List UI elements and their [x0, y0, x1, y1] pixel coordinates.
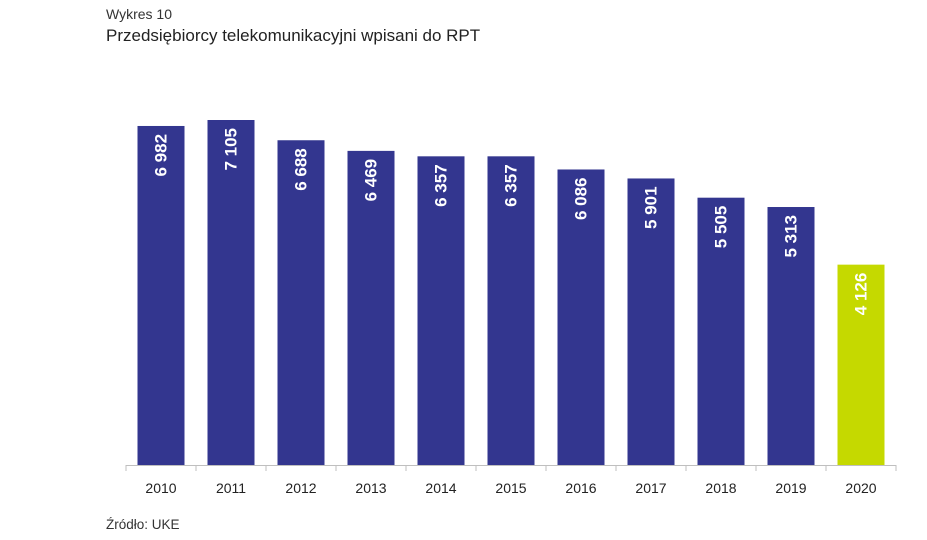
bars-group — [137, 120, 885, 466]
x-axis-labels: 2010 2011 2012 2013 2014 2015 2016 2017 2018 2019… — [145, 480, 876, 496]
x-tick-label-2019: 2019 — [775, 480, 806, 496]
bar-2014 — [417, 156, 465, 465]
x-tick-label-2015: 2015 — [495, 480, 526, 496]
chart-number: Wykres 10 — [106, 6, 173, 22]
bar-value-label-2020: 4 126 — [852, 273, 871, 316]
x-tick-label-2018: 2018 — [705, 480, 736, 496]
x-tick-label-2014: 2014 — [425, 480, 456, 496]
bar-value-label-2018: 5 505 — [712, 206, 731, 249]
bar-value-label-2019: 5 313 — [782, 215, 801, 258]
x-tick-label-2017: 2017 — [635, 480, 666, 496]
bar-2015 — [487, 156, 535, 465]
bar-2013 — [347, 150, 395, 465]
source-note: Źródło: UKE — [106, 517, 180, 532]
bar-value-label-2015: 6 357 — [502, 164, 521, 207]
bar-2017 — [627, 178, 675, 465]
bar-value-label-2012: 6 688 — [292, 148, 311, 191]
bar-2010 — [137, 125, 185, 465]
bar-value-label-2016: 6 086 — [572, 177, 591, 220]
bar-value-labels: 6 982 7 105 6 688 6 469 6 357 6 357 6 086 5 901… — [152, 128, 871, 315]
bar-2018 — [697, 197, 745, 465]
bar-2020 — [837, 264, 885, 465]
x-tick-label-2016: 2016 — [565, 480, 596, 496]
bar-value-label-2010: 6 982 — [152, 134, 171, 177]
x-axis-ticks — [125, 465, 897, 471]
bar-2011 — [207, 120, 255, 465]
x-tick-label-2012: 2012 — [285, 480, 316, 496]
x-tick-label-2020: 2020 — [845, 480, 876, 496]
x-tick-label-2011: 2011 — [216, 480, 246, 496]
bar-value-label-2017: 5 901 — [642, 186, 661, 229]
bar-2016 — [557, 169, 605, 465]
x-tick-label-2013: 2013 — [355, 480, 386, 496]
chart-title: Przedsiębiorcy telekomunikacyjni wpisani… — [106, 26, 481, 45]
bar-2019 — [767, 207, 815, 466]
bar-2012 — [277, 140, 325, 465]
bar-value-label-2011: 7 105 — [222, 128, 241, 171]
bar-value-label-2014: 6 357 — [432, 164, 451, 207]
x-tick-label-2010: 2010 — [145, 480, 176, 496]
bar-value-label-2013: 6 469 — [362, 159, 381, 202]
